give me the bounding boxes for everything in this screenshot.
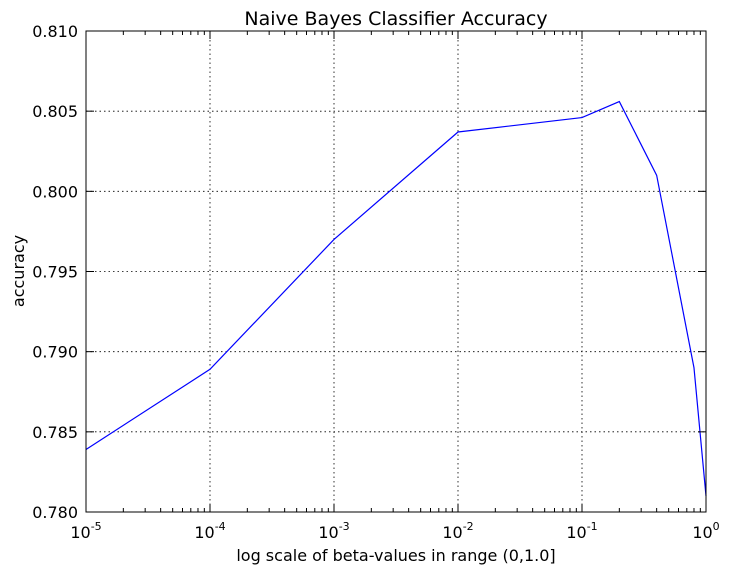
x-tick-label: 10-5 bbox=[70, 520, 101, 542]
y-tick-label: 0.810 bbox=[32, 22, 78, 41]
x-tick-exponent: 0 bbox=[713, 520, 720, 533]
x-tick-label: 10-3 bbox=[318, 520, 349, 542]
x-tick-label: 10-4 bbox=[194, 520, 225, 542]
y-tick-label: 0.800 bbox=[32, 182, 78, 201]
x-axis: 10-5 10-4 10-3 10-2 10-1 100 bbox=[70, 31, 720, 542]
x-axis-label: log scale of beta-values in range (0,1.0… bbox=[236, 546, 555, 565]
x-tick-base: 10 bbox=[70, 523, 90, 542]
x-tick-label: 100 bbox=[692, 520, 719, 542]
x-tick-exponent: -5 bbox=[91, 520, 102, 533]
y-tick-label: 0.785 bbox=[32, 423, 78, 442]
x-tick-label: 10-1 bbox=[566, 520, 597, 542]
x-tick-exponent: -3 bbox=[339, 520, 350, 533]
series-line bbox=[85, 100, 707, 497]
y-axis: 0.780 0.785 0.790 0.795 0.800 0.805 0.810 bbox=[32, 22, 706, 522]
y-tick-label: 0.780 bbox=[32, 503, 78, 522]
x-tick-base: 10 bbox=[194, 523, 214, 542]
series-layer bbox=[85, 100, 707, 497]
x-tick-label: 10-2 bbox=[442, 520, 473, 542]
y-axis-label: accuracy bbox=[9, 235, 28, 307]
y-tick-label: 0.795 bbox=[32, 263, 78, 282]
y-tick-label: 0.790 bbox=[32, 343, 78, 362]
x-tick-base: 10 bbox=[442, 523, 462, 542]
x-tick-base: 10 bbox=[692, 523, 712, 542]
x-tick-base: 10 bbox=[318, 523, 338, 542]
x-tick-base: 10 bbox=[566, 523, 586, 542]
x-tick-exponent: -4 bbox=[215, 520, 226, 533]
chart-title: Naive Bayes Classifier Accuracy bbox=[244, 8, 547, 30]
x-tick-exponent: -2 bbox=[463, 520, 474, 533]
y-tick-label: 0.805 bbox=[32, 102, 78, 121]
x-tick-exponent: -1 bbox=[587, 520, 598, 533]
